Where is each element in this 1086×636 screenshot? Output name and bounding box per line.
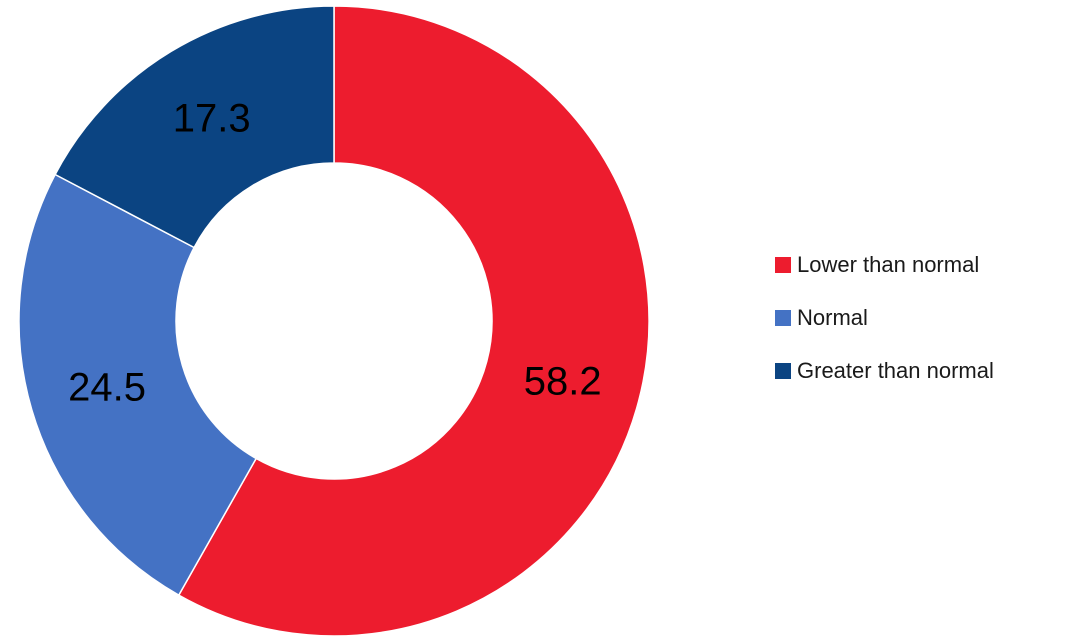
legend-item-greater-than-normal: Greater than normal — [775, 358, 1075, 384]
legend-label-lower-than-normal: Lower than normal — [797, 252, 980, 277]
legend-item-lower-than-normal: Lower than normal — [775, 252, 1075, 278]
slice-normal — [18, 173, 258, 597]
legend-label-normal: Normal — [797, 305, 868, 330]
slice-greater-than-normal — [54, 5, 335, 249]
slice-label-normal: 24.5 — [68, 366, 146, 410]
slices-group — [18, 5, 650, 636]
slice-label-greater-than-normal: 17.3 — [173, 97, 251, 141]
slice-label-lower-than-normal: 58.2 — [524, 359, 602, 403]
legend-label-greater-than-normal: Greater than normal — [797, 358, 994, 383]
labels-group: 58.2 24.5 17.3 — [68, 97, 601, 410]
legend-swatch-greater-than-normal — [775, 363, 791, 379]
legend-swatch-normal — [775, 310, 791, 326]
legend-item-normal: Normal — [775, 305, 1075, 331]
slice-lower-than-normal — [177, 5, 650, 636]
legend: Lower than normal Normal Greater than no… — [775, 252, 1075, 411]
legend-swatch-lower-than-normal — [775, 257, 791, 273]
